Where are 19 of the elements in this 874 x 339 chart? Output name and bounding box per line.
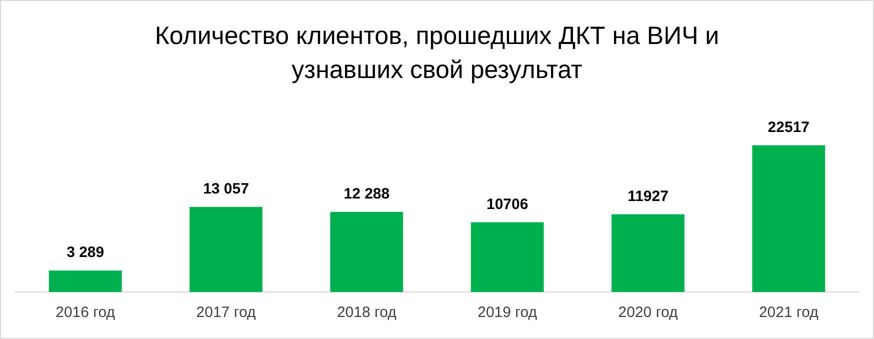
data-label: 3 289 xyxy=(66,244,104,262)
data-label: 13 057 xyxy=(203,180,249,198)
bar xyxy=(48,270,122,292)
bar xyxy=(190,206,262,292)
data-label: 11927 xyxy=(628,188,668,205)
data-label: 22517 xyxy=(768,118,810,136)
chart-title: Количество клиентов, прошедших ДКТ на ВИЧ и узнавших свой результат xyxy=(154,21,720,86)
x-tick-label: 2018 год xyxy=(336,304,397,322)
x-tick-label: 2017 год xyxy=(196,304,256,322)
data-label: 10706 xyxy=(486,196,528,213)
x-tick-label: 2016 год xyxy=(56,304,116,322)
bar xyxy=(612,214,684,292)
x-tick-label: 2019 год xyxy=(478,304,538,322)
x-tick-label: 2021 год xyxy=(758,304,819,322)
bar xyxy=(470,222,544,292)
x-tick-label: 2020 год xyxy=(618,304,678,322)
bar xyxy=(330,212,404,292)
bar xyxy=(752,145,826,292)
data-label: 12 288 xyxy=(344,186,390,203)
